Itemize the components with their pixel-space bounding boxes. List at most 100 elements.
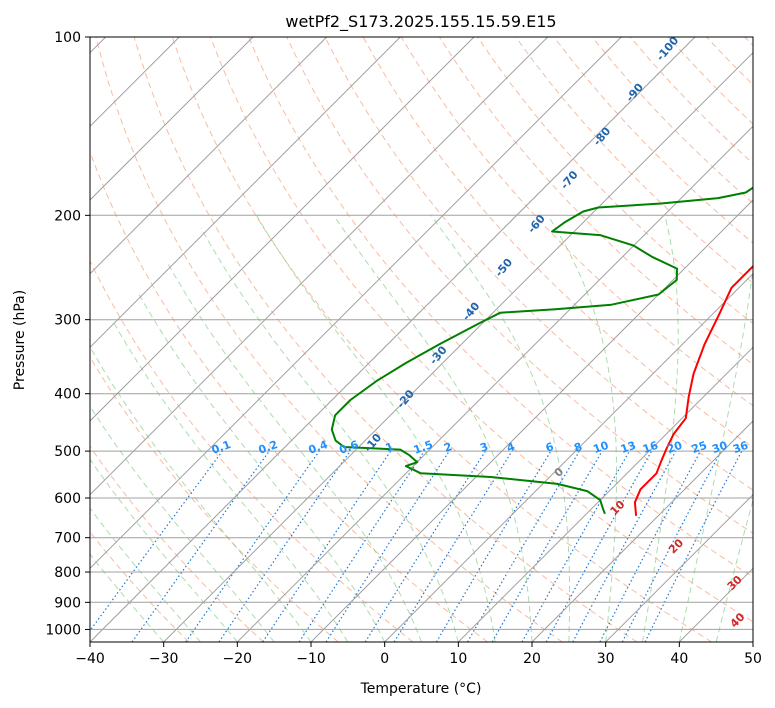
moist-adiabat-label: 30 xyxy=(725,573,745,593)
x-axis-title: Temperature (°C) xyxy=(360,681,482,697)
dry-adiabat-line xyxy=(171,37,712,642)
mixing-ratio-line xyxy=(262,450,392,642)
mixing-ratio-label: 1 xyxy=(384,440,396,455)
dry-adiabat-line xyxy=(210,37,753,623)
y-tick-label: 600 xyxy=(54,491,81,507)
mixing-ratio-label: 4 xyxy=(505,440,517,455)
mixing-ratio-line xyxy=(131,450,270,642)
moist-adiabat-line xyxy=(547,215,617,642)
x-tick-label: −10 xyxy=(296,651,326,667)
moist-adiabat-line xyxy=(642,215,679,642)
x-tick-label: −40 xyxy=(75,651,105,667)
x-tick-label: −20 xyxy=(223,651,253,667)
y-tick-label: 800 xyxy=(54,565,81,581)
dry-adiabat-label: -30 xyxy=(427,343,450,367)
mixing-ratio-line xyxy=(90,450,223,632)
y-tick-label: 500 xyxy=(54,444,81,460)
mixing-ratio-label: 20 xyxy=(665,439,684,457)
mixing-ratio-label: 0.6 xyxy=(338,438,361,457)
x-tick-label: 20 xyxy=(523,651,541,667)
plot-frame xyxy=(89,36,754,643)
moist-adiabat-line xyxy=(255,215,496,642)
moist-adiabat-line xyxy=(137,292,386,642)
x-tick-label: −30 xyxy=(149,651,179,667)
dry-adiabat-label: -80 xyxy=(591,124,614,148)
moist-adiabat-line xyxy=(90,405,275,642)
dry-adiabat-line xyxy=(668,37,753,125)
isotherm-line xyxy=(90,37,696,642)
moist-adiabat-line xyxy=(678,265,753,642)
moist-adiabat-line xyxy=(90,553,165,642)
dry-adiabat-line xyxy=(248,37,753,578)
dry-adiabat-line xyxy=(706,37,753,86)
mixing-ratio-line xyxy=(644,450,743,642)
isotherm-line xyxy=(90,37,622,570)
dry-adiabat-line xyxy=(515,37,753,284)
mixing-ratio-line xyxy=(435,450,552,642)
y-tick-label: 300 xyxy=(54,313,81,329)
isotherm-line xyxy=(90,37,401,349)
moist-adiabat-line xyxy=(430,215,571,642)
isotherm-line xyxy=(531,420,753,642)
isotherm-line xyxy=(457,346,753,642)
isotherm-line xyxy=(90,37,328,275)
mixing-ratio-label: 0.1 xyxy=(210,438,233,457)
mixing-ratio-label: 3 xyxy=(478,440,490,455)
mixing-ratio-label: 8 xyxy=(572,440,584,455)
dry-adiabat-label: -100 xyxy=(654,34,682,64)
mixing-ratio-label: 6 xyxy=(544,440,556,455)
isotherm-line xyxy=(678,567,753,642)
dry-adiabat-line xyxy=(133,37,638,642)
mixing-ratio-label: 25 xyxy=(690,439,709,456)
moist-adiabat-line xyxy=(90,507,201,642)
dry-adiabat-line xyxy=(744,37,753,47)
dry-adiabat-line xyxy=(286,37,753,534)
y-tick-label: 100 xyxy=(54,30,81,46)
mixing-ratio-label: 30 xyxy=(710,439,729,457)
mixing-ratio-line xyxy=(545,450,653,642)
dry-adiabat-line xyxy=(324,37,753,491)
moist-adiabat-label: 40 xyxy=(728,610,748,630)
dry-adiabat-line xyxy=(95,37,563,642)
y-tick-label: 400 xyxy=(54,387,81,403)
x-tick-label: 40 xyxy=(670,651,688,667)
x-tick-label: 50 xyxy=(744,651,762,667)
moist-adiabat-line xyxy=(333,215,533,642)
y-axis-title: Pressure (hPa) xyxy=(12,290,28,390)
temperature-profile-line xyxy=(633,264,753,516)
isotherm-line xyxy=(236,125,753,642)
mixing-ratio-label: 2 xyxy=(442,440,454,455)
dry-adiabat-line xyxy=(553,37,753,244)
dry-adiabat-label: -70 xyxy=(558,168,581,192)
x-tick-label: 30 xyxy=(597,651,615,667)
dry-adiabat-line xyxy=(90,531,190,642)
mixing-ratio-line xyxy=(572,450,677,642)
moist-adiabat-line xyxy=(166,262,422,642)
dry-adiabat-line xyxy=(90,445,264,642)
mixing-ratio-line xyxy=(325,450,450,642)
mixing-ratio-label: 36 xyxy=(731,439,750,457)
isotherm-line xyxy=(752,641,753,642)
x-tick-label: 0 xyxy=(380,651,389,667)
moist-adiabat-line xyxy=(200,227,459,642)
y-tick-label: 200 xyxy=(54,208,81,224)
dry-adiabat-line xyxy=(90,150,488,642)
mixing-ratio-line xyxy=(393,450,513,642)
y-tick-label: 1000 xyxy=(45,622,81,638)
isotherm-line xyxy=(384,272,753,642)
y-tick-label: 700 xyxy=(54,531,81,547)
mixing-ratio-label: 1.5 xyxy=(412,438,435,457)
isotherm-line xyxy=(310,199,753,642)
moist-adiabat-label: 10 xyxy=(608,498,628,518)
isotherm-line xyxy=(90,37,254,201)
mixing-ratio-line xyxy=(521,450,631,642)
dry-adiabat-line xyxy=(90,356,339,642)
isotherm-line xyxy=(90,37,475,422)
dewpoint-profile-line xyxy=(330,186,753,515)
moist-adiabat-label: 20 xyxy=(666,536,686,556)
moist-adiabat-line xyxy=(111,319,349,642)
mixing-ratio-label: 0.4 xyxy=(307,438,330,457)
dry-adiabat-line xyxy=(591,37,753,204)
isotherm-line xyxy=(605,493,753,642)
